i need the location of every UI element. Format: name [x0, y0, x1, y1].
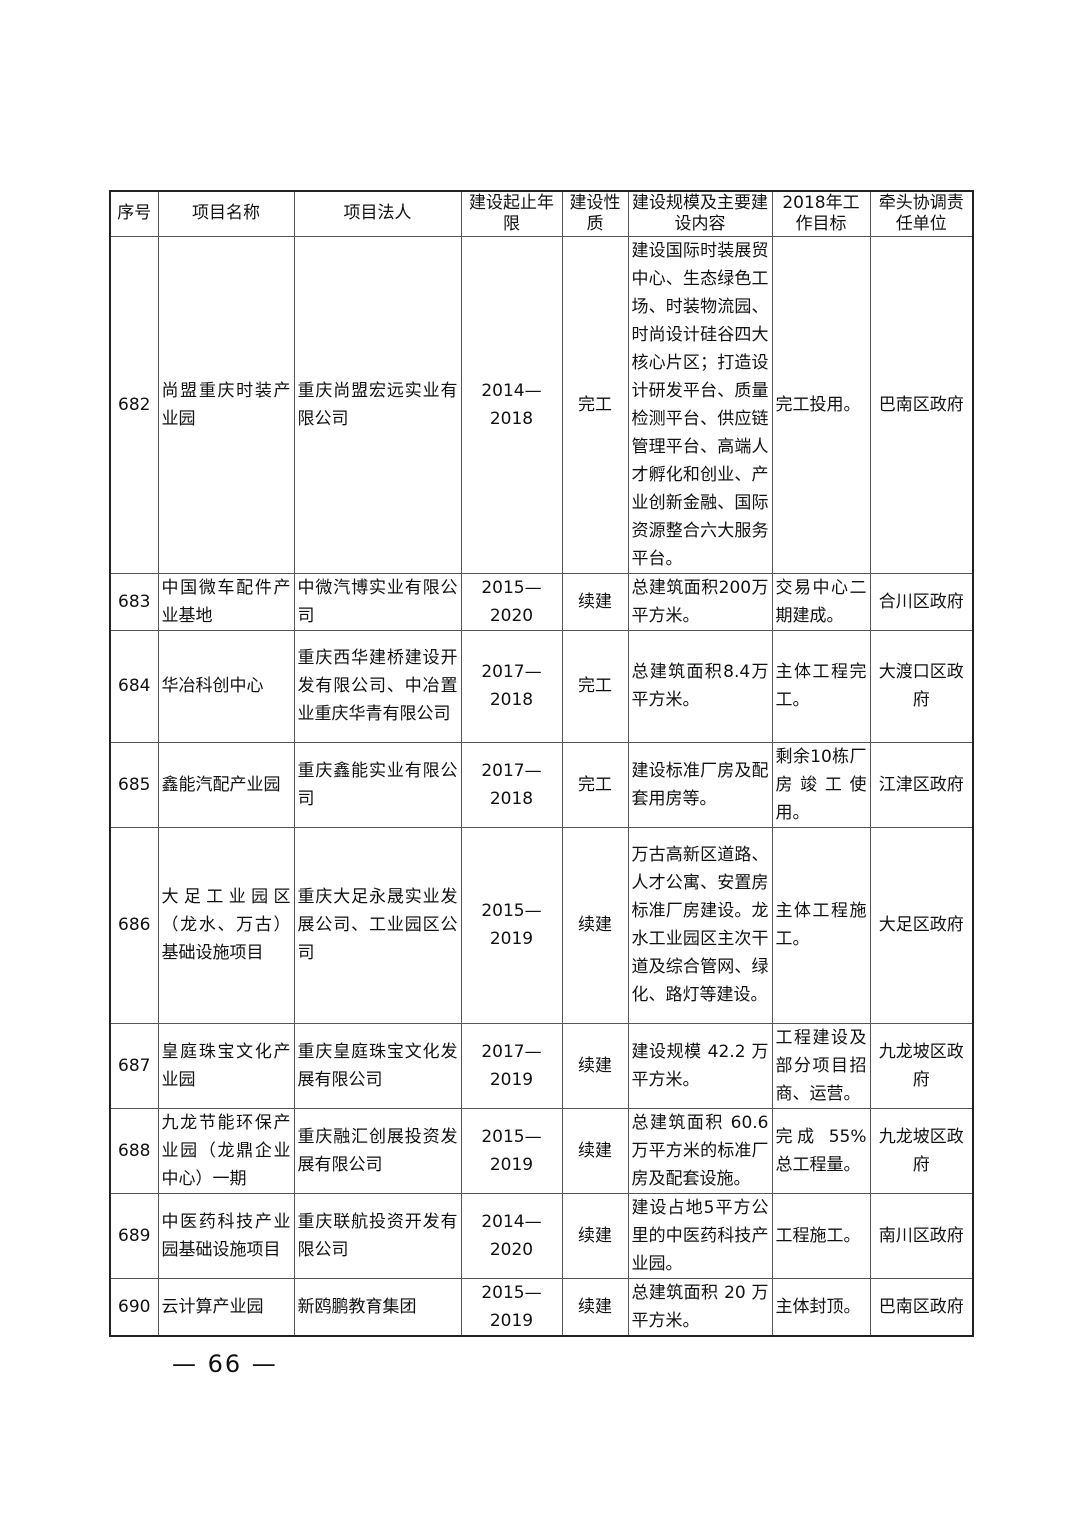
header-unit: 牵头协调责任单位 [869, 190, 974, 237]
cell-scale: 建设标准厂房及配套用房等。 [627, 741, 773, 828]
cell-period: 2015—2019 [460, 1107, 563, 1194]
cell-scale: 总建筑面积200万平方米。 [627, 572, 773, 631]
cell-unit: 南川区政府 [869, 1192, 974, 1279]
cell-owner: 重庆联航投资开发有限公司 [293, 1192, 462, 1279]
cell-no: 690 [109, 1277, 159, 1336]
cell-goal: 完工投用。 [771, 235, 871, 574]
cell-owner: 重庆尚盟宏远实业有限公司 [293, 235, 462, 574]
header-name: 项目名称 [157, 190, 295, 237]
cell-goal: 主体工程施工。 [771, 826, 871, 1024]
cell-name: 中国微车配件产业基地 [157, 572, 295, 631]
table-row: 686 大足工业园区（龙水、万古）基础设施项目 重庆大足永晟实业发展公司、工业园区公… [109, 826, 974, 1024]
header-type: 建设性质 [561, 190, 629, 237]
cell-unit: 合川区政府 [869, 572, 974, 631]
cell-unit: 九龙坡区政府 [869, 1022, 974, 1109]
cell-name: 九龙节能环保产业园（龙鼎企业中心）一期 [157, 1107, 295, 1194]
cell-type: 续建 [561, 1107, 629, 1194]
cell-period: 2014—2020 [460, 1192, 563, 1279]
page-number: — 66 — [172, 1350, 278, 1378]
cell-type: 续建 [561, 572, 629, 631]
cell-type: 续建 [561, 1192, 629, 1279]
header-goal: 2018年工作目标 [771, 190, 871, 237]
cell-unit: 九龙坡区政府 [869, 1107, 974, 1194]
cell-type: 续建 [561, 826, 629, 1024]
table-row: 690 云计算产业园 新鸥鹏教育集团 2015—2019 续建 总建筑面积 20 万平方米… [109, 1277, 974, 1336]
cell-no: 686 [109, 826, 159, 1024]
cell-name: 大足工业园区（龙水、万古）基础设施项目 [157, 826, 295, 1024]
cell-name: 中医药科技产业园基础设施项目 [157, 1192, 295, 1279]
project-table: 序号 项目名称 项目法人 建设起止年限 建设性质 建设规模及主要建设内容 201… [109, 190, 974, 1337]
cell-goal: 交易中心二期建成。 [771, 572, 871, 631]
cell-scale: 总建筑面积 20 万平方米。 [627, 1277, 773, 1336]
table-row: 684 华冶科创中心 重庆西华建桥建设开发有限公司、中冶置业重庆华青有限公司 2017… [109, 629, 974, 743]
cell-goal: 剩余10栋厂房竣工使用。 [771, 741, 871, 828]
cell-no: 685 [109, 741, 159, 828]
cell-scale: 万古高新区道路、人才公寓、安置房标准厂房建设。龙水工业园区主次干道及综合管网、绿… [627, 826, 773, 1024]
header-period: 建设起止年限 [460, 190, 563, 237]
cell-unit: 江津区政府 [869, 741, 974, 828]
cell-scale: 建设规模 42.2 万平方米。 [627, 1022, 773, 1109]
cell-unit: 大足区政府 [869, 826, 974, 1024]
table-row: 689 中医药科技产业园基础设施项目 重庆联航投资开发有限公司 2014—2020 续建… [109, 1192, 974, 1279]
header-no: 序号 [109, 190, 159, 237]
cell-scale: 总建筑面积 60.6 万平方米的标准厂房及配套设施。 [627, 1107, 773, 1194]
cell-no: 684 [109, 629, 159, 743]
cell-goal: 主体封顶。 [771, 1277, 871, 1336]
cell-period: 2017—2018 [460, 741, 563, 828]
cell-name: 皇庭珠宝文化产业园 [157, 1022, 295, 1109]
cell-goal: 完成 55%总工程量。 [771, 1107, 871, 1194]
cell-name: 尚盟重庆时装产业园 [157, 235, 295, 574]
cell-owner: 新鸥鹏教育集团 [293, 1277, 462, 1336]
cell-period: 2017—2019 [460, 1022, 563, 1109]
cell-unit: 巴南区政府 [869, 1277, 974, 1336]
cell-unit: 巴南区政府 [869, 235, 974, 574]
cell-no: 687 [109, 1022, 159, 1109]
cell-period: 2015—2019 [460, 1277, 563, 1336]
cell-name: 华冶科创中心 [157, 629, 295, 743]
cell-type: 完工 [561, 235, 629, 574]
cell-scale: 建设国际时装展贸中心、生态绿色工场、时装物流园、时尚设计硅谷四大核心片区；打造设… [627, 235, 773, 574]
cell-owner: 重庆皇庭珠宝文化发展有限公司 [293, 1022, 462, 1109]
cell-goal: 主体工程完工。 [771, 629, 871, 743]
cell-type: 完工 [561, 741, 629, 828]
header-row: 序号 项目名称 项目法人 建设起止年限 建设性质 建设规模及主要建设内容 201… [109, 190, 974, 237]
cell-type: 完工 [561, 629, 629, 743]
cell-owner: 重庆西华建桥建设开发有限公司、中冶置业重庆华青有限公司 [293, 629, 462, 743]
cell-owner: 重庆融汇创展投资发展有限公司 [293, 1107, 462, 1194]
cell-no: 682 [109, 235, 159, 574]
cell-type: 续建 [561, 1277, 629, 1336]
table-row: 687 皇庭珠宝文化产业园 重庆皇庭珠宝文化发展有限公司 2017—2019 续建 建设规… [109, 1022, 974, 1109]
cell-owner: 中微汽博实业有限公司 [293, 572, 462, 631]
table-row: 683 中国微车配件产业基地 中微汽博实业有限公司 2015—2020 续建 总建筑面积2… [109, 572, 974, 631]
cell-goal: 工程施工。 [771, 1192, 871, 1279]
cell-period: 2015—2020 [460, 572, 563, 631]
cell-no: 683 [109, 572, 159, 631]
table-row: 682 尚盟重庆时装产业园 重庆尚盟宏远实业有限公司 2014—2018 完工 建设国际时… [109, 235, 974, 574]
cell-no: 689 [109, 1192, 159, 1279]
cell-owner: 重庆大足永晟实业发展公司、工业园区公司 [293, 826, 462, 1024]
cell-period: 2017—2018 [460, 629, 563, 743]
cell-period: 2014—2018 [460, 235, 563, 574]
cell-name: 云计算产业园 [157, 1277, 295, 1336]
cell-owner: 重庆鑫能实业有限公司 [293, 741, 462, 828]
cell-goal: 工程建设及部分项目招商、运营。 [771, 1022, 871, 1109]
cell-scale: 建设占地5平方公里的中医药科技产业园。 [627, 1192, 773, 1279]
table-row: 688 九龙节能环保产业园（龙鼎企业中心）一期 重庆融汇创展投资发展有限公司 2015… [109, 1107, 974, 1194]
cell-unit: 大渡口区政府 [869, 629, 974, 743]
cell-no: 688 [109, 1107, 159, 1194]
cell-type: 续建 [561, 1022, 629, 1109]
header-owner: 项目法人 [293, 190, 462, 237]
cell-name: 鑫能汽配产业园 [157, 741, 295, 828]
cell-period: 2015—2019 [460, 826, 563, 1024]
header-scale: 建设规模及主要建设内容 [627, 190, 773, 237]
cell-scale: 总建筑面积8.4万平方米。 [627, 629, 773, 743]
table-row: 685 鑫能汽配产业园 重庆鑫能实业有限公司 2017—2018 完工 建设标准厂房及配套… [109, 741, 974, 828]
